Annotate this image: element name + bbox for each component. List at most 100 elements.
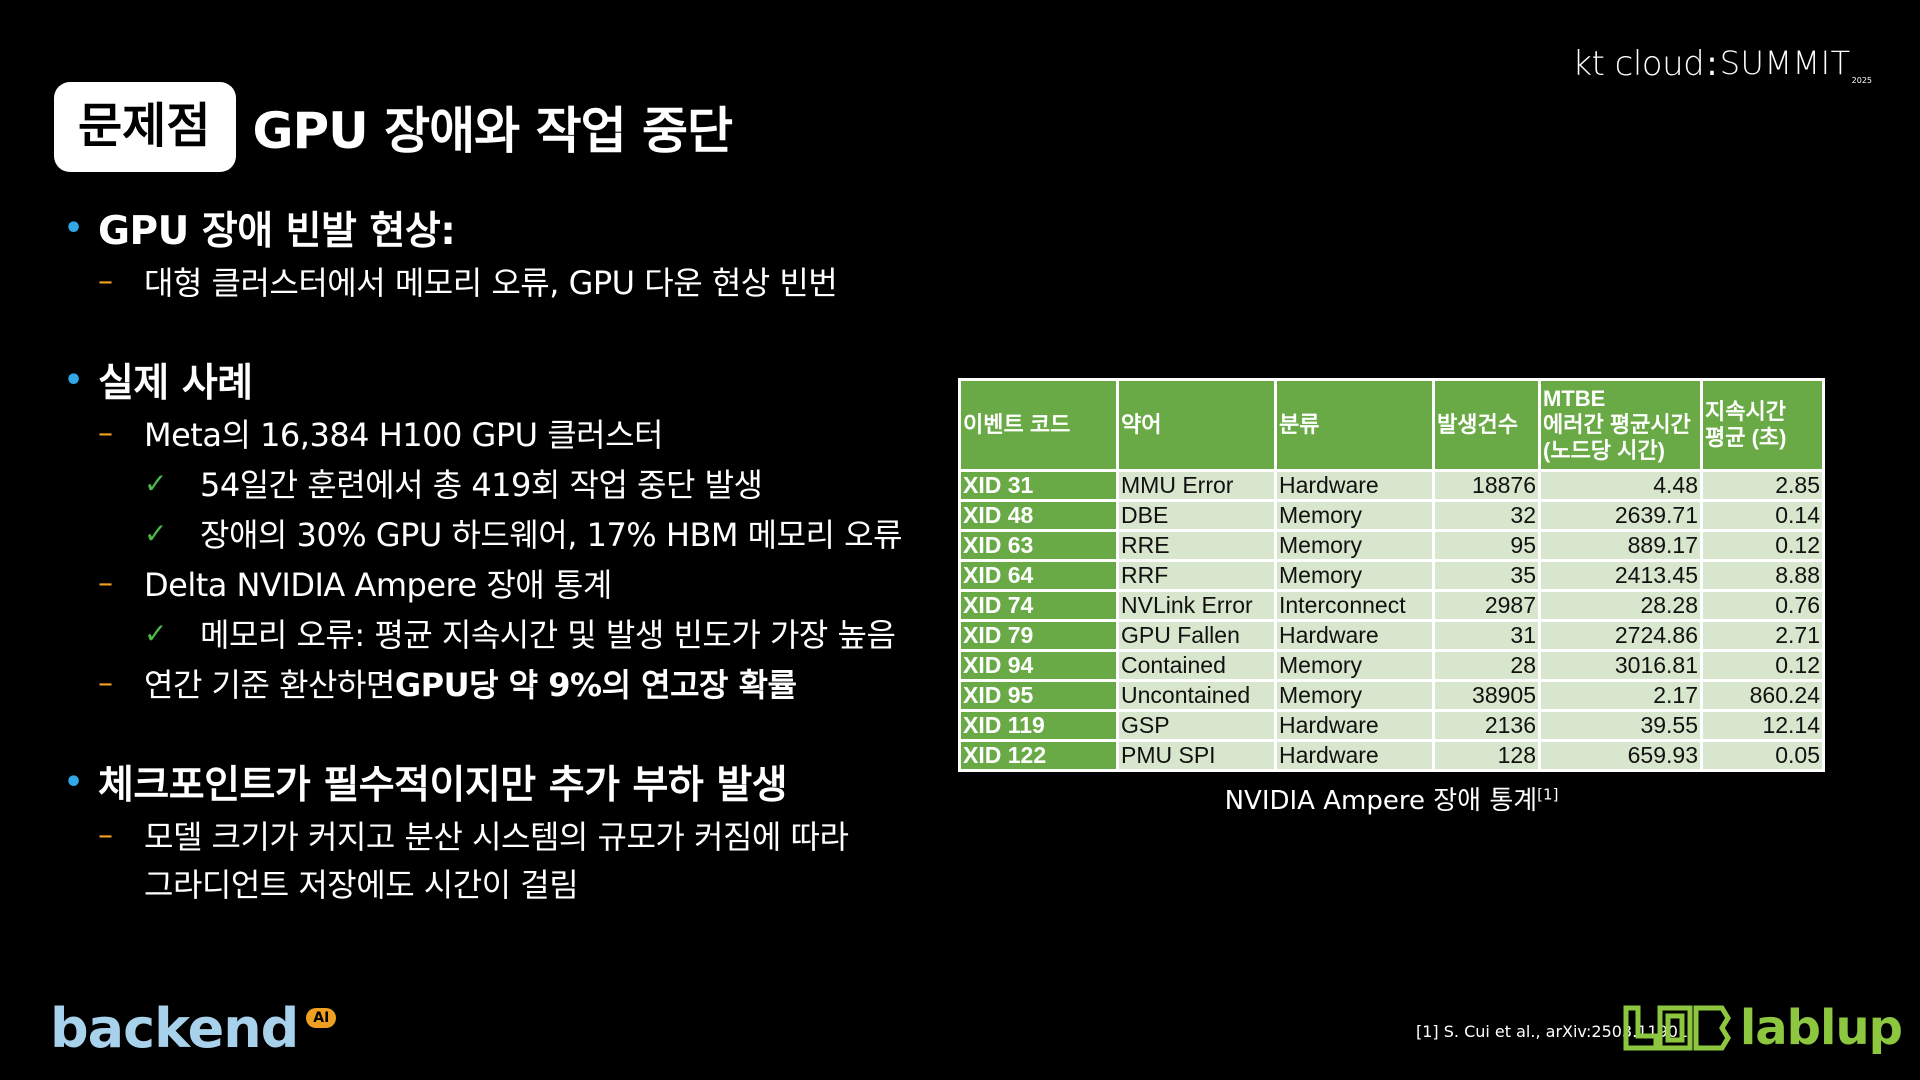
table-cell: 0.12 <box>1700 649 1825 682</box>
table-cell: 2136 <box>1432 709 1541 742</box>
event-code-cell: XID 31 <box>958 469 1119 502</box>
bullet-text: 모델 크기가 커지고 분산 시스템의 규모가 커짐에 따라 <box>144 818 849 856</box>
event-code-cell: XID 94 <box>958 649 1119 682</box>
dash-icon: – <box>98 415 113 451</box>
table-row: XID 122 PMU SPI Hardware 128 659.93 0.05 <box>958 739 1825 772</box>
table-row: XID 31 MMU Error Hardware 18876 4.48 2.85 <box>958 469 1825 502</box>
table-row: XID 94 Contained Memory 28 3016.81 0.12 <box>958 649 1825 682</box>
table-cell: 31 <box>1432 619 1541 652</box>
header-cell: MTBE 에러간 평균시간 (노드당 시간) <box>1538 378 1703 472</box>
bullet-level3: ✓ 장애의 30% GPU 하드웨어, 17% HBM 메모리 오류 <box>64 508 924 558</box>
bullet-text: 대형 클러스터에서 메모리 오류, GPU 다운 현상 빈번 <box>144 264 838 302</box>
ampere-failure-table: 이벤트 코드 약어 분류 발생건수 MTBE 에러간 평균시간 (노드당 시간)… <box>958 378 1825 817</box>
event-code-cell: XID 48 <box>958 499 1119 532</box>
backend-logo-text: backend <box>50 997 299 1060</box>
caption-text: NVIDIA Ampere 장애 통계 <box>1224 786 1538 816</box>
logo-year: 2025 <box>1851 76 1872 85</box>
dash-icon: – <box>98 817 113 853</box>
event-code-cell: XID 64 <box>958 559 1119 592</box>
table-cell: RRF <box>1116 559 1277 592</box>
logo-colon: : <box>1706 44 1718 84</box>
table-cell: 8.88 <box>1700 559 1825 592</box>
table-cell: Memory <box>1274 529 1435 562</box>
table-cell: MMU Error <box>1116 469 1277 502</box>
table-cell: Hardware <box>1274 739 1435 772</box>
title-badge: 문제점 <box>54 82 237 172</box>
table-cell: 28 <box>1432 649 1541 682</box>
table-caption: NVIDIA Ampere 장애 통계[1] <box>958 780 1825 817</box>
bullet-text: 실제 사례 <box>98 361 253 406</box>
table-cell: Hardware <box>1274 709 1435 742</box>
table-cell: 28.28 <box>1538 589 1703 622</box>
bullet-dot-icon: • <box>64 362 83 398</box>
bullet-level2: – Delta NVIDIA Ampere 장애 통계 <box>64 558 924 608</box>
check-icon: ✓ <box>144 616 167 650</box>
table-cell: 39.55 <box>1538 709 1703 742</box>
event-code-cell: XID 95 <box>958 679 1119 712</box>
table-cell: 3016.81 <box>1538 649 1703 682</box>
table-cell: DBE <box>1116 499 1277 532</box>
bullet-level1: • GPU 장애 빈발 현상: <box>64 200 924 256</box>
table-cell: Uncontained <box>1116 679 1277 712</box>
table-header-row: 이벤트 코드 약어 분류 발생건수 MTBE 에러간 평균시간 (노드당 시간)… <box>958 378 1825 472</box>
header-cell: 분류 <box>1274 378 1435 472</box>
lablup-logo: lablup <box>1622 1000 1903 1056</box>
table-cell: Memory <box>1274 559 1435 592</box>
table-cell: RRE <box>1116 529 1277 562</box>
table-cell: 2.85 <box>1700 469 1825 502</box>
bullet-text: GPU 장애 빈발 현상: <box>98 209 456 254</box>
logo-summit: SUMMIT <box>1719 44 1851 82</box>
table-cell: 889.17 <box>1538 529 1703 562</box>
bullet-level2: – Meta의 16,384 H100 GPU 클러스터 <box>64 408 924 458</box>
event-code-cell: XID 79 <box>958 619 1119 652</box>
table-cell: 0.05 <box>1700 739 1825 772</box>
title-text: GPU 장애와 작업 중단 <box>252 102 733 160</box>
footnote: [1] S. Cui et al., arXiv:2503.11901 <box>1416 1022 1689 1041</box>
table-cell: 2987 <box>1432 589 1541 622</box>
table-cell: Memory <box>1274 679 1435 712</box>
table-cell: 2.71 <box>1700 619 1825 652</box>
bullet-level2: – 모델 크기가 커지고 분산 시스템의 규모가 커짐에 따라 <box>64 810 924 860</box>
table-cell: 2724.86 <box>1538 619 1703 652</box>
table-cell: GPU Fallen <box>1116 619 1277 652</box>
bullet-level1: • 체크포인트가 필수적이지만 추가 부하 발생 <box>64 754 924 810</box>
table-row: XID 63 RRE Memory 95 889.17 0.12 <box>958 529 1825 562</box>
table-row: XID 74 NVLink Error Interconnect 2987 28.28 0… <box>958 589 1825 622</box>
table-row: XID 48 DBE Memory 32 2639.71 0.14 <box>958 499 1825 532</box>
lablup-mark-icon <box>1623 1005 1731 1051</box>
bullet-dot-icon: • <box>64 764 83 800</box>
table-cell: GSP <box>1116 709 1277 742</box>
bullet-list: • GPU 장애 빈발 현상: – 대형 클러스터에서 메모리 오류, GPU … <box>64 200 924 906</box>
bullet-text: 체크포인트가 필수적이지만 추가 부하 발생 <box>98 763 788 808</box>
table-cell: 860.24 <box>1700 679 1825 712</box>
kt-cloud-summit-logo: kt cloud : SUMMIT 2025 <box>1572 44 1872 85</box>
table-cell: 0.12 <box>1700 529 1825 562</box>
bullet-text: 장애의 30% GPU 하드웨어, 17% HBM 메모리 오류 <box>200 516 903 554</box>
backend-ai-logo: backend AI <box>50 997 337 1060</box>
table-cell: 18876 <box>1432 469 1541 502</box>
header-cell: 이벤트 코드 <box>958 378 1119 472</box>
table-cell: 2.17 <box>1538 679 1703 712</box>
event-code-cell: XID 122 <box>958 739 1119 772</box>
table-row: XID 95 Uncontained Memory 38905 2.17 860.24 <box>958 679 1825 712</box>
dash-icon: – <box>98 565 113 601</box>
table-cell: 38905 <box>1432 679 1541 712</box>
table-cell: Interconnect <box>1274 589 1435 622</box>
table-cell: NVLink Error <box>1116 589 1277 622</box>
table-cell: Memory <box>1274 499 1435 532</box>
table-cell: 4.48 <box>1538 469 1703 502</box>
event-code-cell: XID 119 <box>958 709 1119 742</box>
table-cell: 659.93 <box>1538 739 1703 772</box>
header-cell: 발생건수 <box>1432 378 1541 472</box>
table-cell: 2639.71 <box>1538 499 1703 532</box>
table-cell: Contained <box>1116 649 1277 682</box>
bullet-level3: ✓ 메모리 오류: 평균 지속시간 및 발생 빈도가 가장 높음 <box>64 608 924 658</box>
bullet-level2: – 연간 기준 환산하면 GPU당 약 9%의 연고장 확률 <box>64 658 924 708</box>
slide-title: 문제점 GPU 장애와 작업 중단 <box>54 82 733 172</box>
caption-ref: [1] <box>1537 785 1559 804</box>
header-cell: 지속시간 평균 (초) <box>1700 378 1825 472</box>
table-cell: 32 <box>1432 499 1541 532</box>
table-cell: 12.14 <box>1700 709 1825 742</box>
table-row: XID 119 GSP Hardware 2136 39.55 12.14 <box>958 709 1825 742</box>
bullet-text: 54일간 훈련에서 총 419회 작업 중단 발생 <box>200 466 763 504</box>
